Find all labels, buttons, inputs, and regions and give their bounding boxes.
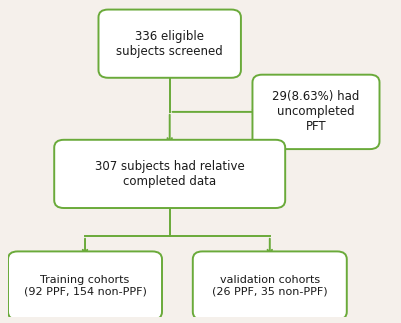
FancyBboxPatch shape [253, 75, 379, 149]
FancyBboxPatch shape [99, 10, 241, 78]
Text: 307 subjects had relative
completed data: 307 subjects had relative completed data [95, 160, 245, 188]
FancyBboxPatch shape [8, 251, 162, 320]
Text: validation cohorts
(26 PPF, 35 non-PPF): validation cohorts (26 PPF, 35 non-PPF) [212, 275, 328, 296]
FancyBboxPatch shape [54, 140, 285, 208]
FancyBboxPatch shape [193, 251, 347, 320]
Text: 29(8.63%) had
uncompleted
PFT: 29(8.63%) had uncompleted PFT [272, 90, 360, 133]
Text: Training cohorts
(92 PPF, 154 non-PPF): Training cohorts (92 PPF, 154 non-PPF) [24, 275, 146, 296]
Text: 336 eligible
subjects screened: 336 eligible subjects screened [116, 30, 223, 58]
